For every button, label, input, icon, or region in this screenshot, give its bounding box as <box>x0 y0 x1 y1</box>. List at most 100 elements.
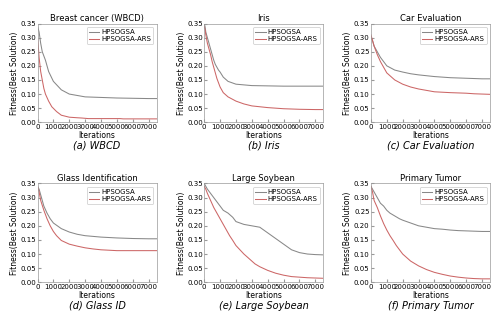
HPSOGSA-ARS <box>204 41 210 45</box>
Line: HPSOGSA-ARS: HPSOGSA-ARS <box>371 186 490 279</box>
HPSOGSA <box>201 181 207 185</box>
HPSOGSA-ARS <box>378 59 384 64</box>
Line: HPSOGSA: HPSOGSA <box>371 38 490 79</box>
HPSOGSA <box>209 52 215 56</box>
HPSOGSA <box>368 184 374 188</box>
HPSOGSA <box>217 204 223 208</box>
HPSOGSA-ARS <box>320 276 326 280</box>
HPSOGSA-ARS <box>416 87 422 91</box>
Text: (b) Iris: (b) Iris <box>248 141 280 151</box>
Title: Primary Tumor: Primary Tumor <box>400 174 461 183</box>
HPSOGSA <box>487 229 493 234</box>
HPSOGSA <box>225 211 231 215</box>
HPSOGSA-ARS <box>487 92 493 96</box>
HPSOGSA-ARS <box>54 110 60 114</box>
HPSOGSA-ARS <box>272 106 278 110</box>
HPSOGSA-ARS <box>203 187 209 191</box>
HPSOGSA <box>58 226 64 230</box>
HPSOGSA-ARS <box>249 259 255 263</box>
HPSOGSA-ARS <box>378 214 384 218</box>
HPSOGSA-ARS <box>432 90 438 94</box>
HPSOGSA-ARS <box>36 44 42 48</box>
HPSOGSA-ARS <box>114 249 120 253</box>
HPSOGSA-ARS <box>74 116 80 120</box>
HPSOGSA <box>220 208 226 212</box>
HPSOGSA-ARS <box>34 36 40 40</box>
HPSOGSA <box>320 84 326 88</box>
HPSOGSA-ARS <box>226 234 232 238</box>
HPSOGSA <box>370 38 376 42</box>
HPSOGSA <box>34 184 40 188</box>
HPSOGSA <box>396 217 402 221</box>
HPSOGSA-ARS <box>47 224 53 228</box>
HPSOGSA-ARS <box>38 70 44 74</box>
Legend: HPSOGSA, HPSOGSA-ARS: HPSOGSA, HPSOGSA-ARS <box>420 187 486 204</box>
Y-axis label: Fitness(Best Solution): Fitness(Best Solution) <box>344 191 352 275</box>
HPSOGSA-ARS <box>296 275 302 279</box>
HPSOGSA-ARS <box>371 198 377 202</box>
X-axis label: Iterations: Iterations <box>246 291 282 300</box>
HPSOGSA-ARS <box>154 249 160 253</box>
HPSOGSA-ARS <box>54 234 60 238</box>
HPSOGSA-ARS <box>374 52 380 56</box>
HPSOGSA <box>146 237 152 241</box>
HPSOGSA <box>392 214 398 218</box>
HPSOGSA <box>378 55 384 59</box>
Line: HPSOGSA: HPSOGSA <box>204 24 324 86</box>
HPSOGSA-ARS <box>371 44 377 48</box>
HPSOGSA-ARS <box>236 247 242 251</box>
HPSOGSA-ARS <box>479 92 485 96</box>
HPSOGSA-ARS <box>272 271 278 275</box>
HPSOGSA <box>471 229 477 233</box>
HPSOGSA-ARS <box>280 273 286 277</box>
HPSOGSA <box>98 235 104 239</box>
HPSOGSA <box>249 84 255 88</box>
HPSOGSA <box>130 96 136 100</box>
HPSOGSA-ARS <box>479 277 485 281</box>
HPSOGSA-ARS <box>394 244 400 248</box>
X-axis label: Iterations: Iterations <box>78 291 116 300</box>
HPSOGSA-ARS <box>463 91 469 95</box>
HPSOGSA <box>203 184 209 188</box>
HPSOGSA <box>320 253 326 257</box>
HPSOGSA-ARS <box>49 105 55 109</box>
HPSOGSA-ARS <box>208 198 214 202</box>
HPSOGSA-ARS <box>320 108 326 112</box>
HPSOGSA <box>38 41 44 45</box>
HPSOGSA <box>212 62 218 67</box>
HPSOGSA <box>432 226 438 230</box>
HPSOGSA-ARS <box>448 91 454 95</box>
Text: (d) Glass ID: (d) Glass ID <box>68 301 126 311</box>
HPSOGSA <box>448 228 454 232</box>
HPSOGSA <box>40 50 46 54</box>
HPSOGSA <box>312 253 318 257</box>
HPSOGSA-ARS <box>387 74 393 78</box>
HPSOGSA <box>66 230 72 234</box>
HPSOGSA-ARS <box>264 106 270 110</box>
HPSOGSA <box>380 204 386 208</box>
HPSOGSA-ARS <box>246 256 252 260</box>
HPSOGSA <box>114 236 120 240</box>
HPSOGSA <box>400 70 406 74</box>
HPSOGSA <box>41 204 47 208</box>
HPSOGSA-ARS <box>41 86 47 90</box>
HPSOGSA <box>264 231 270 235</box>
HPSOGSA-ARS <box>217 217 223 221</box>
HPSOGSA <box>371 190 377 194</box>
HPSOGSA <box>448 76 454 80</box>
HPSOGSA-ARS <box>210 205 216 209</box>
HPSOGSA-ARS <box>230 239 236 243</box>
HPSOGSA-ARS <box>424 267 430 271</box>
HPSOGSA <box>154 237 160 241</box>
HPSOGSA-ARS <box>257 265 263 269</box>
Line: HPSOGSA-ARS: HPSOGSA-ARS <box>204 26 324 110</box>
HPSOGSA-ARS <box>44 217 50 221</box>
Y-axis label: Fitness(Best Solution): Fitness(Best Solution) <box>176 191 186 275</box>
HPSOGSA <box>380 59 386 64</box>
HPSOGSA <box>217 70 223 74</box>
HPSOGSA-ARS <box>252 262 258 266</box>
HPSOGSA-ARS <box>249 104 255 108</box>
HPSOGSA <box>368 36 374 40</box>
HPSOGSA <box>233 82 239 86</box>
HPSOGSA-ARS <box>396 248 402 252</box>
